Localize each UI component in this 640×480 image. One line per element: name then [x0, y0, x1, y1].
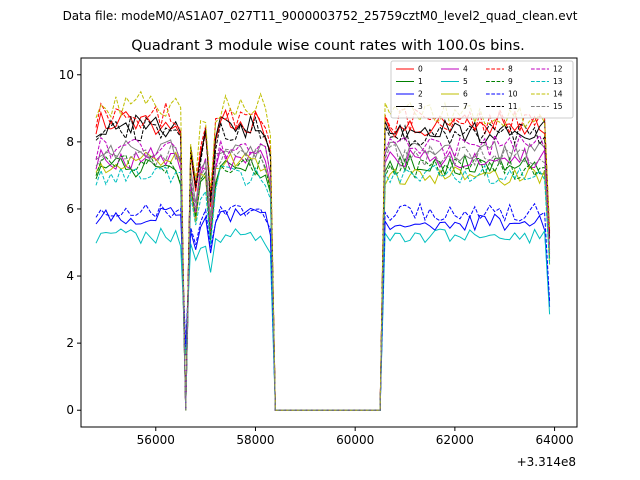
x-axis: 56000 58000 60000 62000 64000 — [137, 427, 574, 447]
legend-label-14: 14 — [553, 90, 563, 99]
figure-suptitle: Data file: modeM0/AS1A07_027T11_90000037… — [63, 9, 578, 23]
series-line-8 — [95, 102, 551, 411]
legend-label-0: 0 — [418, 65, 423, 74]
legend-frame — [390, 60, 574, 119]
legend-label-2: 2 — [418, 90, 423, 99]
x-tick-label: 58000 — [236, 433, 274, 447]
x-tick-label: 56000 — [137, 433, 175, 447]
y-tick-label: 0 — [66, 403, 74, 417]
legend-label-6: 6 — [463, 90, 468, 99]
legend-label-10: 10 — [508, 90, 518, 99]
series-line-14 — [95, 90, 551, 411]
legend-label-12: 12 — [553, 65, 563, 74]
y-tick-label: 8 — [66, 135, 74, 149]
legend-label-8: 8 — [508, 65, 513, 74]
y-tick-label: 2 — [66, 336, 74, 350]
x-tick-label: 62000 — [436, 433, 474, 447]
y-tick-label: 4 — [66, 269, 74, 283]
legend-label-11: 11 — [508, 102, 518, 111]
legend-label-5: 5 — [463, 77, 468, 86]
series-line-15 — [95, 144, 551, 411]
series-line-13 — [95, 164, 551, 411]
x-tick-label: 64000 — [535, 433, 573, 447]
legend-label-13: 13 — [553, 77, 563, 86]
plot-frame — [80, 57, 578, 428]
x-offset-text: +3.314e8 — [517, 455, 576, 469]
legend-label-15: 15 — [553, 102, 563, 111]
chart-title: Quadrant 3 module wise count rates with … — [131, 38, 525, 54]
y-tick-label: 10 — [59, 68, 74, 82]
y-axis: 0 2 4 6 8 10 — [59, 68, 81, 417]
y-tick-label: 6 — [66, 202, 74, 216]
legend-label-9: 9 — [508, 77, 513, 86]
legend-label-1: 1 — [418, 77, 423, 86]
x-tick-label: 60000 — [336, 433, 374, 447]
series-layer — [95, 90, 551, 411]
legend-label-3: 3 — [418, 102, 423, 111]
legend-label-7: 7 — [463, 102, 468, 111]
legend-label-4: 4 — [463, 65, 468, 74]
